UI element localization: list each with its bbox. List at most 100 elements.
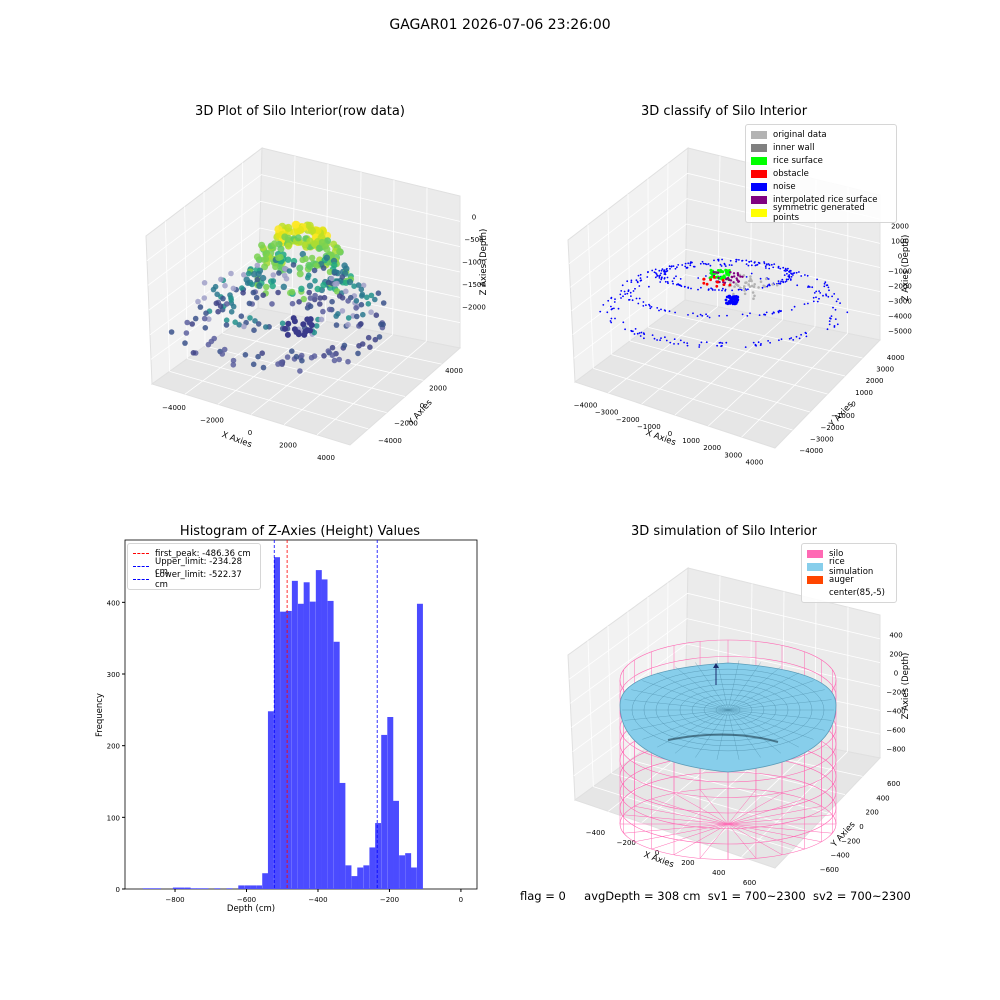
noise-point [767,278,770,280]
data-point [270,272,277,278]
obstacle-point [716,280,720,284]
silo-floor-spoke [651,823,729,850]
noise-point [617,307,620,310]
noise-point [834,308,837,311]
data-point [307,303,314,310]
data-point [311,353,318,359]
y-tick-label: −2000 [394,420,418,428]
noise-point [789,279,792,281]
noise-point [735,258,738,261]
noise-point [602,304,605,306]
noise-point [610,297,613,300]
rice-surface-point [721,276,725,280]
noise-point [647,271,649,273]
data-point [358,286,365,293]
noise-point [672,282,674,285]
y-tick-label: −2000 [821,424,845,432]
noise-point [711,288,714,290]
data-point [353,298,360,304]
legend-swatch [807,575,823,584]
z-axis-label: Z Axies (Depth) [479,229,489,296]
interpolated-point [712,270,715,274]
original-point [742,286,746,290]
x-tick-label: −1000 [637,423,661,431]
noise-point [639,273,642,276]
z-tick-label: −5000 [888,328,912,336]
interpolated-point [715,271,718,274]
data-point [301,241,309,249]
data-point [358,301,365,308]
noise-point [824,281,827,284]
noise-point [728,264,731,266]
noise-point [614,317,616,320]
noise-point [643,337,645,340]
noise-point [779,283,781,285]
original-point [753,294,756,298]
noise-point [727,294,731,298]
data-point [241,323,247,330]
noise-point [646,276,649,278]
floor-gridline [741,751,848,857]
histogram-bar [297,603,304,889]
noise-point [634,287,636,290]
noise-point [812,296,815,299]
data-point [372,336,379,343]
noise-point [686,266,689,269]
data-point [201,280,208,286]
noise-point [666,276,669,279]
legend-swatch [751,130,767,139]
data-point [318,316,325,323]
noise-point [705,263,708,266]
noise-point [673,343,675,345]
noise-point [664,273,667,276]
noise-point [700,286,702,289]
data-point [261,263,269,271]
noise-point [825,293,827,296]
noise-point [721,342,724,344]
noise-point [635,297,638,300]
original-point [749,275,752,278]
noise-point [639,277,642,279]
noise-point [765,267,767,269]
data-point [228,270,234,277]
x-tick-label: −800 [165,896,184,904]
data-point [300,295,307,303]
x-tick-label: 200 [681,859,694,867]
legend-label: Lower_limit: -522.37 cm [155,569,242,590]
wall-gridline [847,607,849,752]
silo-floor-spoke [727,806,822,825]
noise-point [717,259,720,262]
noise-point [748,261,750,263]
legend-item: Lower_limit: -522.37 cm [133,570,255,590]
noise-point [710,287,712,290]
noise-point [697,277,700,279]
noise-point [831,295,833,298]
noise-point [765,311,768,314]
data-point [219,351,226,357]
x-tick-label: 4000 [317,454,335,462]
noise-point [805,335,808,338]
data-point [300,321,307,328]
legend-swatch [133,579,149,580]
noise-point [828,320,831,322]
data-point [283,275,290,282]
z-axis-label: Z Axies (Depth) [901,653,911,720]
legend-swatch [133,566,149,567]
rice-mesh-line [657,709,729,748]
y-tick-label: −400 [830,852,849,860]
data-point [284,223,293,232]
data-point [296,299,302,305]
original-point [733,285,736,288]
histogram-bar [267,711,274,889]
y-tick-label: 400 [876,794,889,802]
data-point [293,353,300,360]
rice-mesh-line [727,666,782,711]
noise-point [787,267,789,270]
legend-swatch [807,562,823,571]
histogram-bar [339,782,346,889]
original-point [751,291,755,294]
x-tick-label: 2000 [279,441,297,449]
data-point [290,315,297,322]
data-point [304,327,311,334]
data-point [276,270,282,276]
